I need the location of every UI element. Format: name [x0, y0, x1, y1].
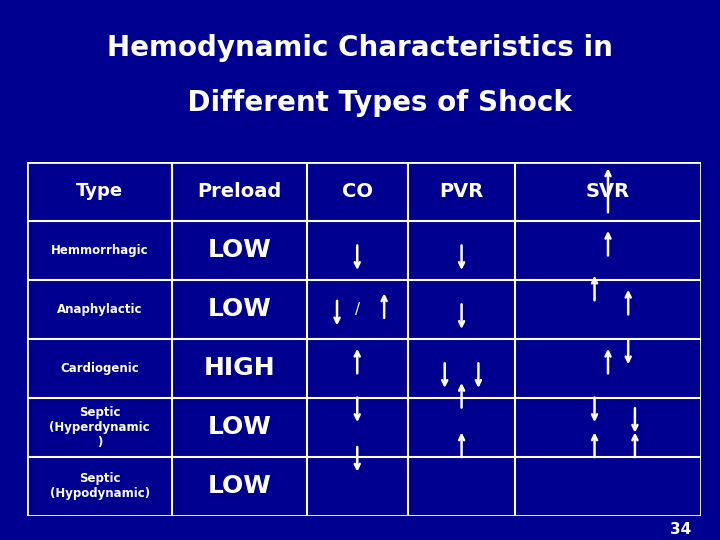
Text: Septic
(Hypodynamic): Septic (Hypodynamic) [50, 472, 150, 500]
Text: Hemodynamic Characteristics in: Hemodynamic Characteristics in [107, 34, 613, 62]
Text: Septic
(Hyperdynamic
): Septic (Hyperdynamic ) [50, 406, 150, 449]
Text: CO: CO [342, 182, 373, 201]
Text: Anaphylactic: Anaphylactic [57, 303, 143, 316]
Text: Preload: Preload [197, 182, 282, 201]
Text: PVR: PVR [439, 182, 484, 201]
Text: SVR: SVR [586, 182, 630, 201]
Text: Cardiogenic: Cardiogenic [60, 362, 139, 375]
Text: Hemmorrhagic: Hemmorrhagic [51, 244, 148, 257]
Text: LOW: LOW [207, 239, 271, 262]
Text: HIGH: HIGH [204, 356, 275, 380]
Text: /: / [355, 302, 360, 317]
Text: LOW: LOW [207, 298, 271, 321]
Text: Different Types of Shock: Different Types of Shock [148, 89, 572, 117]
Text: 34: 34 [670, 522, 691, 537]
Text: Type: Type [76, 183, 123, 200]
Text: LOW: LOW [207, 474, 271, 498]
Text: LOW: LOW [207, 415, 271, 439]
